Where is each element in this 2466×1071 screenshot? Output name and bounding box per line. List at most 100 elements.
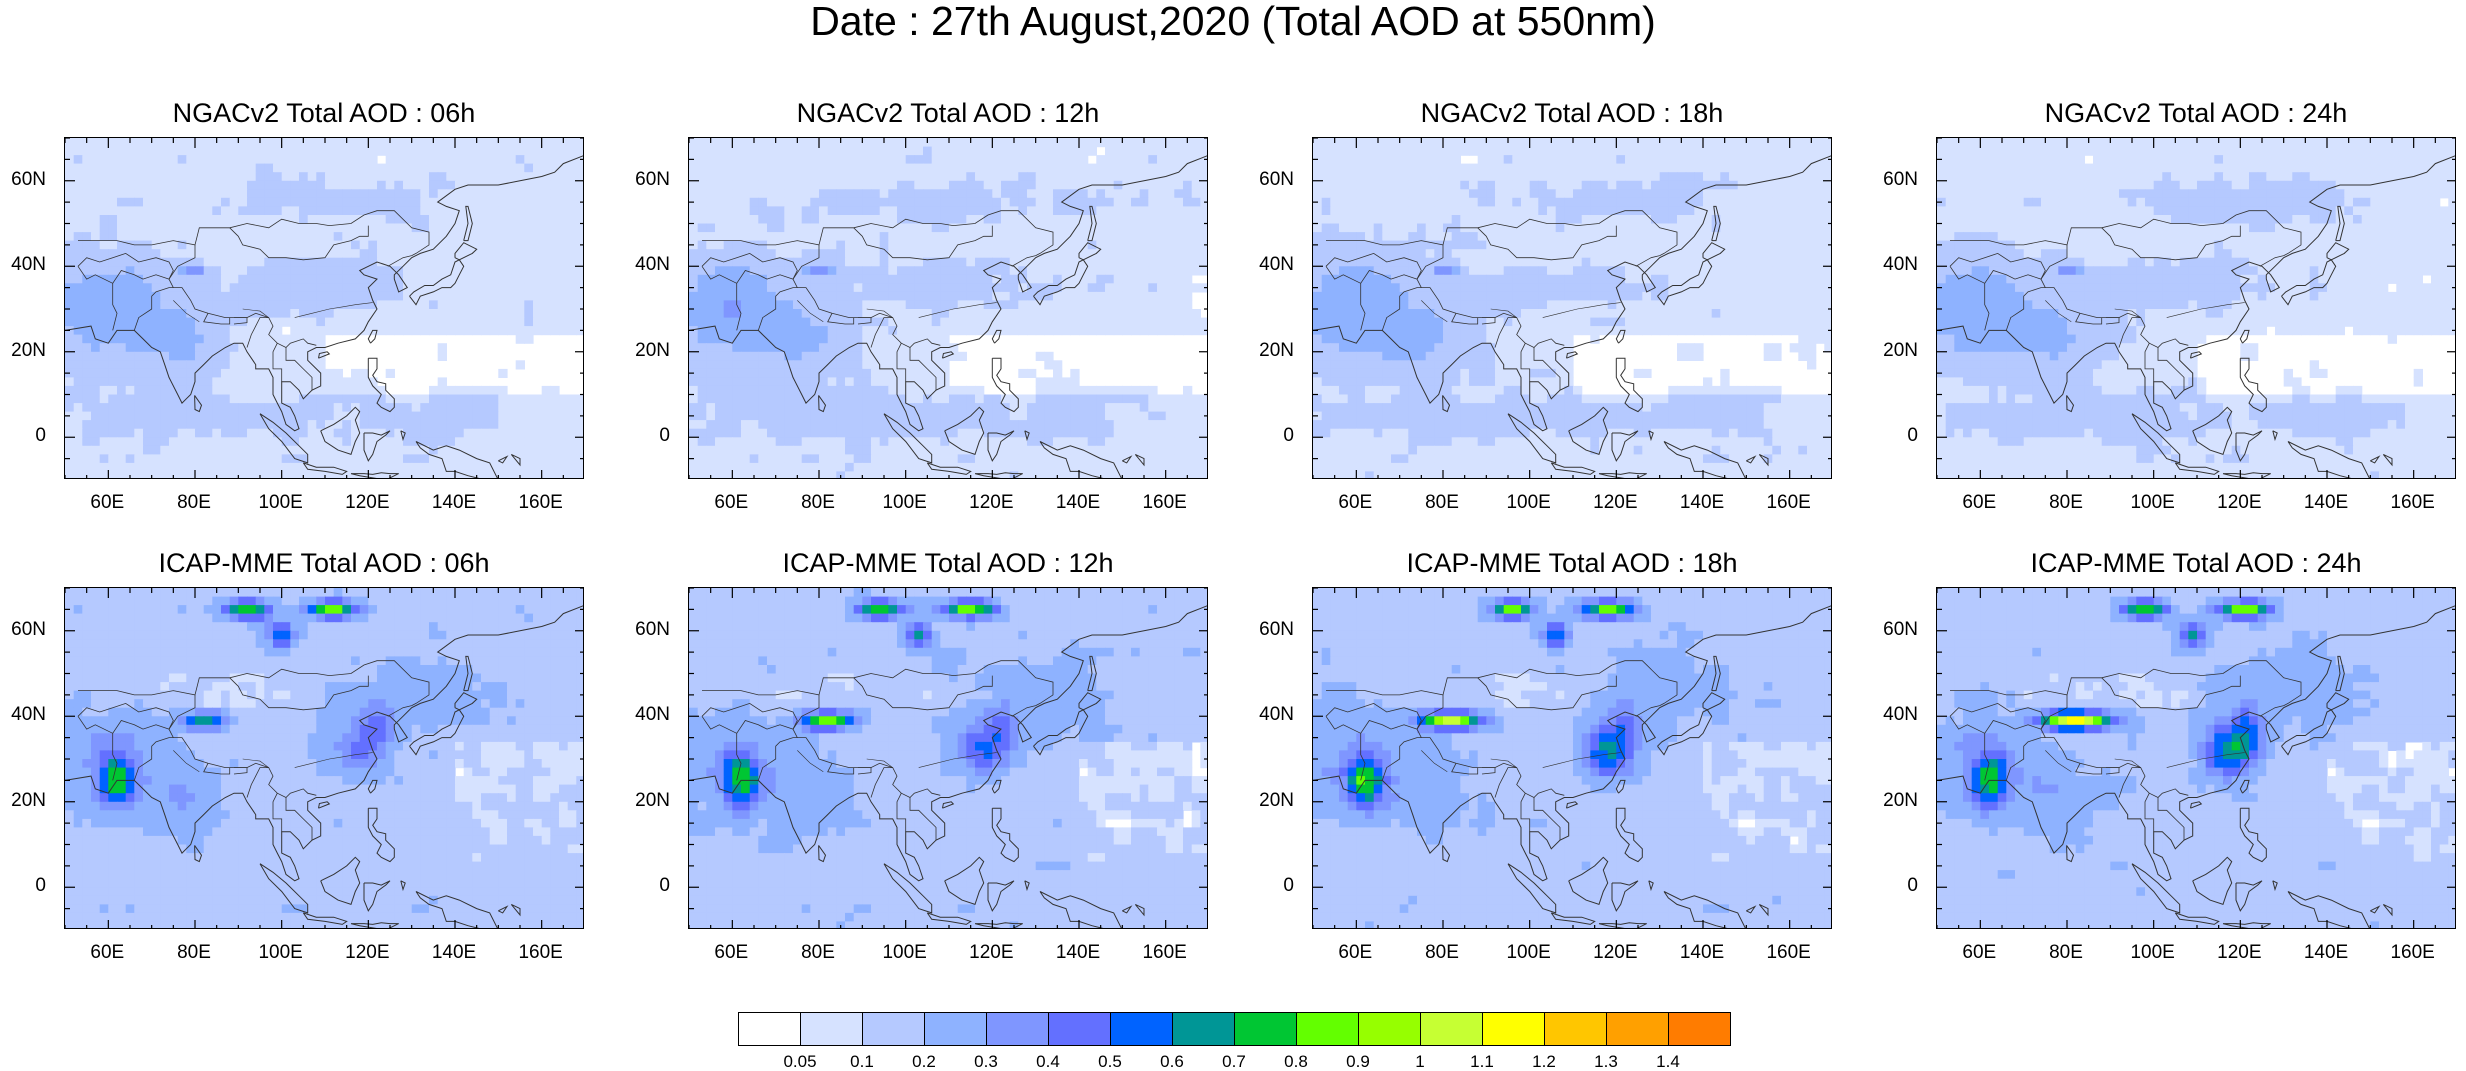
coastline <box>1122 455 1133 464</box>
coastlines-borders <box>1937 605 2455 928</box>
frame-ticks <box>1937 588 2455 928</box>
coastline <box>2272 430 2278 442</box>
aod-field <box>689 588 1207 928</box>
aod-field <box>1937 138 2455 478</box>
y-tick-label: 20N <box>11 789 46 811</box>
colorbar-swatch <box>1172 1012 1235 1046</box>
coastline <box>1507 863 1557 914</box>
coastline <box>320 406 361 456</box>
map-frame <box>1936 137 2456 479</box>
x-tick-label: 80E <box>177 492 211 513</box>
map-panel: NGACv2 Total AOD : 06h 60N 40N 20N 0 60E 80E 10… <box>11 98 584 513</box>
coastline <box>454 242 478 261</box>
map-panel: ICAP-MME Total AOD : 12h 60N 40N 20N 0 60E 80E… <box>635 548 1208 963</box>
coastline <box>942 351 955 359</box>
country-border <box>1520 343 1531 382</box>
country-border <box>702 210 1054 256</box>
coastlines-borders <box>65 155 583 478</box>
coastline <box>1611 880 1639 912</box>
coastline <box>510 903 521 917</box>
coastline <box>400 430 406 442</box>
colorbar-swatch <box>1420 1012 1483 1046</box>
country-border <box>2105 317 2120 325</box>
country-border <box>2259 705 2284 717</box>
coastlines-borders <box>1313 155 1831 478</box>
coastlines-borders <box>1937 155 2455 478</box>
country-border <box>1360 283 1366 331</box>
x-tick-label: 100E <box>882 492 927 513</box>
country-border <box>1950 210 2302 256</box>
x-tick-label: 80E <box>2049 492 2083 513</box>
colorbar-swatch <box>800 1012 863 1046</box>
coastline <box>65 155 583 432</box>
country-border <box>757 737 798 781</box>
aod-map <box>1313 588 1831 928</box>
y-tick-label: 20N <box>635 339 670 361</box>
country-border <box>1325 252 1422 284</box>
colorbar-label: 0.7 <box>1222 1052 1246 1071</box>
colorbar-swatch <box>986 1012 1049 1046</box>
x-tick-label: 160E <box>1766 942 1811 963</box>
coastline <box>2066 395 2075 413</box>
country-border <box>701 702 798 734</box>
x-tick-label: 160E <box>1766 492 1811 513</box>
coastline <box>1648 880 1654 892</box>
x-tick-label: 60E <box>1962 492 1997 513</box>
colorbar-label: 0.5 <box>1098 1052 1122 1071</box>
figure-title: Date : 27th August,2020 (Total AOD at 55… <box>810 0 1656 44</box>
country-border <box>702 660 1054 706</box>
coastline <box>1711 205 1721 242</box>
country-border <box>1381 737 1422 781</box>
country-border <box>77 702 174 734</box>
country-border <box>1325 266 1361 284</box>
coastline <box>363 430 391 462</box>
x-tick-label: 100E <box>2130 942 2175 963</box>
y-tick-label: 0 <box>1283 875 1294 897</box>
y-tick-label: 0 <box>659 875 670 897</box>
country-border <box>203 313 231 325</box>
y-tick-label: 40N <box>635 254 670 276</box>
country-border <box>1494 767 1517 798</box>
country-border <box>77 252 174 284</box>
panel-title: ICAP-MME Total AOD : 18h <box>1406 548 1738 578</box>
colorbar-swatch <box>1296 1012 1359 1046</box>
aod-map <box>65 138 583 478</box>
country-border <box>896 343 907 382</box>
country-border <box>1984 283 1990 331</box>
country-border <box>1477 225 1617 261</box>
country-border <box>133 737 174 781</box>
coastline <box>1087 205 1097 242</box>
country-border <box>827 313 855 325</box>
colorbar-label: 0.3 <box>974 1052 998 1071</box>
x-tick-label: 100E <box>1506 942 1551 963</box>
coastline <box>463 205 473 242</box>
country-border <box>233 317 248 325</box>
river <box>2045 750 2072 773</box>
colorbar-swatch <box>738 1012 801 1046</box>
coastline <box>1024 880 1030 892</box>
colorbar-label: 0.2 <box>912 1052 936 1071</box>
aod-field <box>1313 588 1831 928</box>
coastline <box>2190 801 2203 809</box>
coastline <box>400 880 406 892</box>
country-border <box>2157 797 2185 841</box>
map-panel: ICAP-MME Total AOD : 24h 60N 40N 20N 0 60E 80E… <box>1883 548 2456 963</box>
coastline <box>2235 880 2263 912</box>
country-border <box>77 716 113 734</box>
x-tick-label: 80E <box>1425 492 1459 513</box>
country-border <box>736 283 742 331</box>
river <box>1490 758 1517 768</box>
colorbar-label: 0.1 <box>850 1052 874 1071</box>
x-tick-label: 120E <box>969 492 1014 513</box>
y-tick-label: 0 <box>35 875 46 897</box>
x-tick-label: 80E <box>1425 942 1459 963</box>
aod-map <box>1313 138 1831 478</box>
coastline <box>1122 905 1133 914</box>
coastline <box>987 430 1015 462</box>
aod-map <box>65 588 583 928</box>
coastline <box>1615 329 1626 344</box>
coastline <box>1648 430 1654 442</box>
coastline <box>2192 406 2233 456</box>
coastline <box>987 880 1015 912</box>
aod-colorbar <box>738 1012 1731 1046</box>
